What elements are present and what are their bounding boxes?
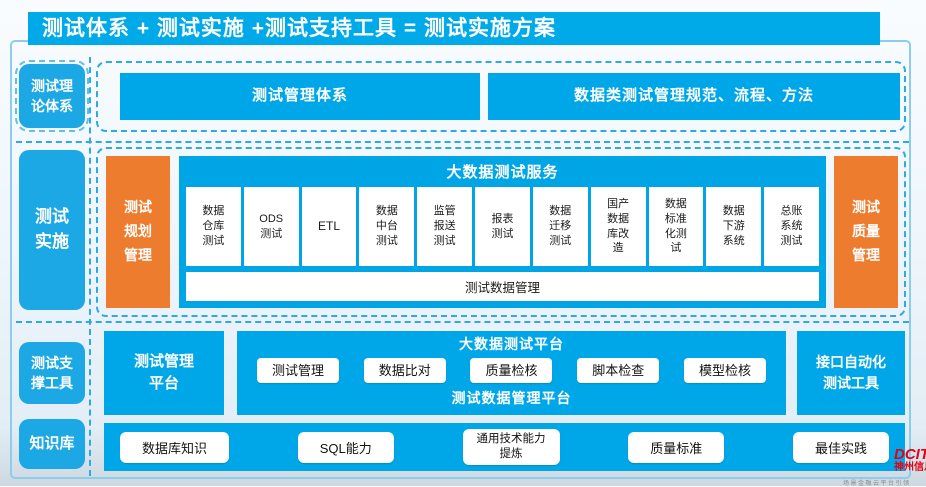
box-test-quality-management: 测试 质量 管理 <box>834 156 898 308</box>
service-cell-row: 数据 仓库 测试 ODS 测试 ETL 数据 中台 测试 监管 报送 测试 报表… <box>186 187 819 266</box>
test-data-management-bar: 测试数据管理 <box>186 272 819 301</box>
sidebar-item-test-support-tools: 测试支 撑工具 <box>19 342 85 404</box>
row-divider-2 <box>16 321 909 323</box>
sidebar-item-knowledge-base: 知识库 <box>19 419 85 469</box>
service-cell-ods: ODS 测试 <box>243 187 299 266</box>
big-data-test-service-title: 大数据测试服务 <box>446 164 559 181</box>
row-divider-1 <box>16 141 909 143</box>
vendor-logo-name: 神州信息 <box>894 462 926 473</box>
box-test-planning-management: 测试 规划 管理 <box>106 156 170 308</box>
section-test-implementation-container <box>96 147 906 317</box>
vendor-logo-brand: DCITS <box>894 446 926 463</box>
box-data-test-standards: 数据类测试管理规范、流程、方法 <box>488 73 900 120</box>
vendor-tagline: 场景金融云平台引领 <box>843 481 911 487</box>
service-cell-report-testing: 报表 测试 <box>475 187 530 266</box>
chip-sql-capability: SQL能力 <box>297 431 394 463</box>
service-cell-data-standardization: 数据 标准 化测 试 <box>648 187 704 266</box>
chip-model-check: 模型检核 <box>683 358 766 383</box>
service-cell-data-warehouse: 数据 仓库 测试 <box>186 187 241 266</box>
service-cell-regulatory-reporting: 监管 报送 测试 <box>417 187 473 266</box>
box-test-management-system: 测试管理体系 <box>120 73 480 120</box>
service-cell-general-ledger: 总账 系统 测试 <box>764 187 819 266</box>
service-cell-downstream-systems: 数据 下游 系统 <box>706 187 762 266</box>
test-data-management-platform-bar: 测试数据管理平台 <box>451 390 572 406</box>
vendor-logo: DCITS 神州信息 <box>894 447 926 473</box>
sidebar-divider-line <box>89 57 91 476</box>
chip-best-practices: 最佳实践 <box>792 431 889 463</box>
big-data-test-platform-panel: 大数据测试平台 测试管理 数据比对 质量检核 脚本检查 模型检核 测试数据管理平… <box>237 331 786 415</box>
service-cell-data-middle-platform: 数据 中台 测试 <box>359 187 415 266</box>
chip-script-inspection: 脚本检查 <box>577 358 660 383</box>
box-test-management-platform: 测试管理 平台 <box>104 331 224 415</box>
big-data-test-service-panel: 大数据测试服务 数据 仓库 测试 ODS 测试 ETL 数据 中台 测试 监管 … <box>179 156 826 308</box>
chip-data-comparison: 数据比对 <box>363 358 446 383</box>
knowledge-base-bar: 数据库知识 SQL能力 通用技术能力 提炼 质量标准 最佳实践 <box>104 423 905 471</box>
page-title: 测试体系 + 测试实施 +测试支持工具 = 测试实施方案 <box>28 12 880 45</box>
chip-database-knowledge: 数据库知识 <box>120 431 230 463</box>
big-data-test-platform-title: 大数据测试平台 <box>459 336 564 352</box>
section-test-theory-container <box>96 61 906 132</box>
service-cell-etl: ETL <box>301 187 357 266</box>
service-cell-domestic-db: 国产 数据 库改 造 <box>590 187 646 266</box>
sidebar-item-test-implementation: 测试 实施 <box>19 150 85 310</box>
box-api-automation-test-tool: 接口自动化 测试工具 <box>797 331 905 415</box>
chip-general-tech-capability: 通用技术能力 提炼 <box>462 429 560 465</box>
sidebar-item-test-theory: 测试理 论体系 <box>15 60 89 132</box>
chip-quality-standards: 质量标准 <box>628 431 725 463</box>
chip-test-management: 测试管理 <box>257 358 340 383</box>
service-cell-data-migration: 数据 迁移 测试 <box>532 187 588 266</box>
chip-quality-check: 质量检核 <box>470 358 553 383</box>
platform-chip-row: 测试管理 数据比对 质量检核 脚本检查 模型检核 <box>237 358 786 383</box>
